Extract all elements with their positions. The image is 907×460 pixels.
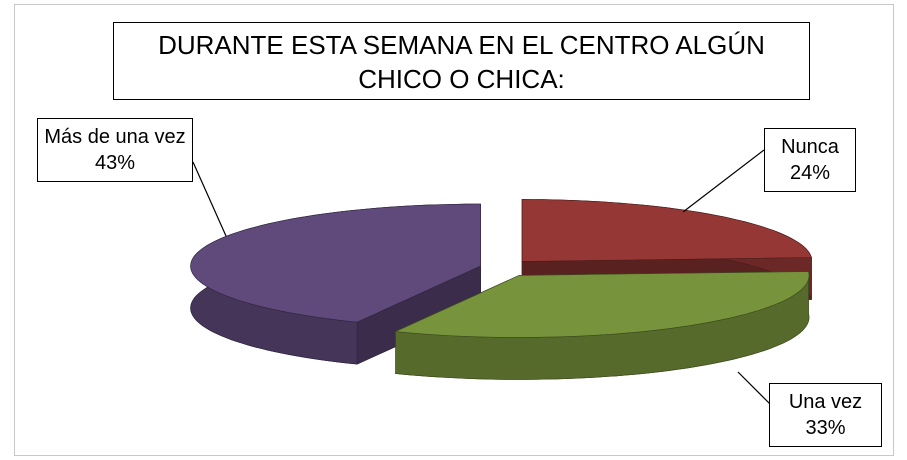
leader-line [737,371,771,405]
pie [190,199,812,380]
label-category: Más de una vez [44,126,186,148]
label-category: Nunca [781,136,839,158]
slice-top [521,199,812,262]
data-label: Una vez 33% [769,383,882,447]
slice-top [394,271,810,338]
label-value: 33% [805,417,846,439]
slice [394,271,810,380]
label-value: 43% [94,152,136,174]
leader-line [682,149,765,213]
data-label: Nunca 24% [764,128,856,192]
chart-frame [14,4,894,456]
label-value: 24% [789,162,831,184]
leader-line [192,161,227,237]
chart-title: DURANTE ESTA SEMANA EN EL CENTRO ALGÚN C… [113,22,810,100]
slice [190,203,481,365]
data-label: Más de una vez 43% [37,118,193,182]
slice-top [190,203,481,323]
label-category: Una vez [788,391,863,413]
